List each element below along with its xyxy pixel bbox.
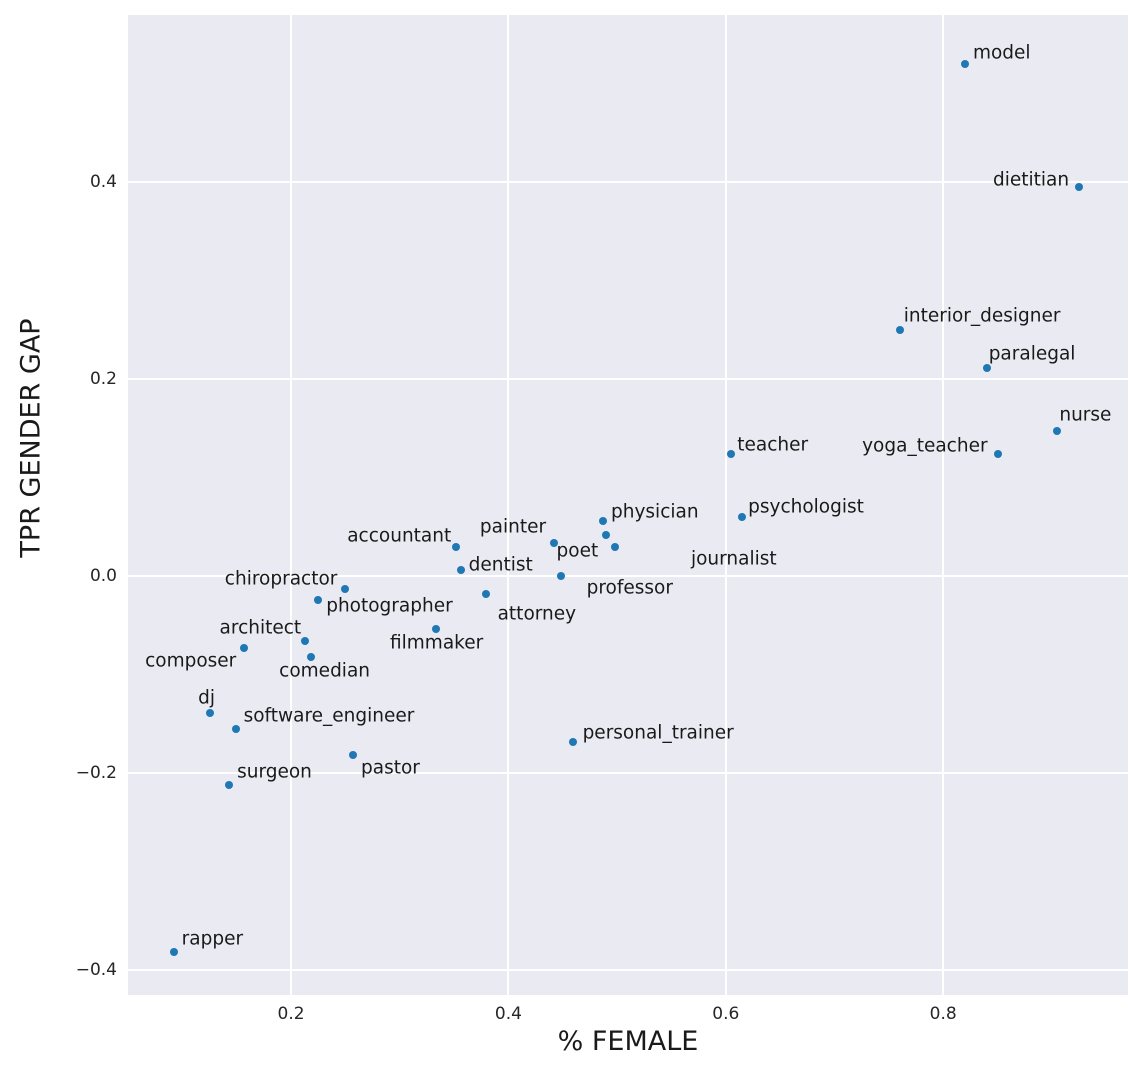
gridline-vertical bbox=[507, 15, 510, 995]
data-point bbox=[556, 572, 565, 581]
x-axis-label: % FEMALE bbox=[557, 1026, 699, 1057]
data-point bbox=[349, 750, 357, 759]
data-point bbox=[960, 60, 969, 69]
data-point bbox=[568, 737, 577, 746]
data-point bbox=[205, 709, 214, 718]
data-point bbox=[301, 637, 310, 646]
point-label: teacher bbox=[737, 434, 809, 456]
point-label: nurse bbox=[1059, 403, 1112, 425]
data-point bbox=[169, 947, 178, 956]
x-tick-label: 0.2 bbox=[277, 1004, 305, 1024]
point-label: professor bbox=[586, 577, 673, 599]
point-label: filmmaker bbox=[389, 631, 484, 653]
data-point bbox=[602, 531, 611, 540]
point-label: attorney bbox=[497, 603, 577, 625]
y-tick-label: 0.2 bbox=[89, 369, 117, 390]
point-label: interior_designer bbox=[903, 305, 1061, 327]
point-label: paralegal bbox=[988, 342, 1076, 364]
point-label: software_engineer bbox=[243, 705, 415, 727]
data-point bbox=[240, 644, 249, 653]
point-label: comedian bbox=[279, 660, 371, 682]
gridline-horizontal bbox=[128, 969, 1128, 972]
x-tick-label: 0.8 bbox=[929, 1004, 957, 1024]
data-point bbox=[1075, 183, 1084, 192]
point-label: architect bbox=[219, 617, 302, 639]
data-point bbox=[727, 450, 736, 459]
data-point bbox=[550, 538, 559, 547]
x-tick-label: 0.6 bbox=[712, 1004, 740, 1024]
point-label: personal_trainer bbox=[582, 722, 734, 744]
point-label: model bbox=[972, 42, 1031, 64]
x-tick-label: 0.4 bbox=[494, 1004, 522, 1024]
data-point bbox=[314, 596, 323, 605]
point-label: dietitian bbox=[992, 169, 1070, 191]
point-label: photographer bbox=[326, 595, 453, 617]
point-label: dj bbox=[198, 687, 215, 709]
point-label: psychologist bbox=[748, 496, 864, 518]
data-point bbox=[306, 653, 315, 662]
point-label: surgeon bbox=[237, 761, 312, 783]
point-label: yoga_teacher bbox=[862, 435, 988, 457]
plot-area: model dietitian interior_designer paralegal… bbox=[128, 15, 1128, 995]
data-point bbox=[610, 542, 619, 551]
y-tick-label: −0.4 bbox=[75, 960, 117, 981]
point-label: journalist bbox=[690, 548, 777, 570]
y-tick-label: 0.0 bbox=[89, 566, 117, 587]
data-point bbox=[231, 725, 240, 734]
point-label: poet bbox=[556, 540, 599, 562]
data-point bbox=[599, 517, 607, 526]
gridline-vertical bbox=[942, 15, 945, 995]
point-label: pastor bbox=[361, 757, 420, 779]
data-point bbox=[993, 450, 1002, 459]
data-point bbox=[341, 585, 350, 594]
y-axis-label: TPR GENDER GAP bbox=[15, 318, 47, 558]
data-point bbox=[738, 513, 747, 522]
data-point bbox=[456, 566, 465, 575]
y-tick-label: −0.2 bbox=[75, 763, 117, 784]
point-label: physician bbox=[611, 501, 699, 523]
gridline-horizontal bbox=[128, 575, 1128, 578]
gridline-horizontal bbox=[128, 378, 1128, 381]
point-label: rapper bbox=[181, 928, 244, 950]
point-label: chiropractor bbox=[224, 568, 338, 590]
gridline-vertical bbox=[724, 15, 727, 995]
data-point bbox=[481, 590, 490, 599]
data-point bbox=[225, 781, 234, 790]
gridline-vertical bbox=[290, 15, 293, 995]
point-label: dentist bbox=[468, 554, 533, 576]
y-tick-label: 0.4 bbox=[89, 172, 117, 193]
point-label: painter bbox=[479, 516, 547, 538]
gridline-horizontal bbox=[128, 181, 1128, 184]
data-point bbox=[452, 542, 461, 551]
data-point bbox=[431, 624, 440, 633]
data-point bbox=[895, 326, 904, 335]
data-point bbox=[1053, 426, 1062, 435]
data-point bbox=[982, 363, 991, 372]
point-label: accountant bbox=[347, 525, 452, 547]
point-label: composer bbox=[145, 650, 237, 672]
gridline-horizontal bbox=[128, 772, 1128, 775]
